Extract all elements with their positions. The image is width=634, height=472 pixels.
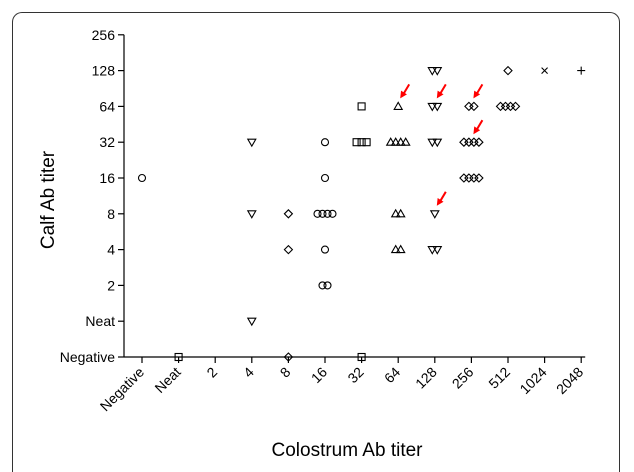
data-point-diamond [503, 65, 513, 76]
y-tick-label: 32 [99, 134, 115, 150]
data-point-diamond [474, 137, 484, 147]
arrow-head [400, 90, 407, 99]
red-arrow [400, 83, 411, 99]
data-point-circle [328, 209, 337, 218]
y-tick-labels: Negative Neat 2 4 8 16 32 64 128 256 [60, 27, 115, 365]
data-point-diamond [459, 137, 469, 147]
data-point-diamond [469, 137, 479, 147]
data-point-diamond [474, 173, 484, 183]
arrow-head [436, 90, 444, 99]
data-point-triangle-down [246, 138, 257, 148]
highlight-arrows [400, 83, 484, 206]
y-tick-label: Negative [60, 349, 115, 365]
data-point-triangle-up [385, 137, 396, 146]
data-point-diamond [510, 101, 521, 112]
red-arrow [473, 83, 484, 99]
y-axis-title: Calf Ab titer [38, 150, 59, 249]
data-point-square [357, 102, 366, 111]
data-point-triangle-up [395, 208, 406, 218]
data-point-circle [323, 209, 332, 218]
data-point-square [357, 352, 366, 362]
data-point-circle [320, 138, 330, 147]
data-point-diamond [283, 209, 294, 219]
data-point-triangle-down [432, 67, 443, 76]
arrow-head [436, 198, 444, 206]
data-point-diamond [495, 101, 506, 112]
x-tick-label: 512 [485, 364, 513, 392]
y-tick-label: 4 [107, 242, 115, 258]
x-tick-label: 64 [381, 364, 403, 386]
x-tick-label: 2 [203, 364, 220, 381]
data-point-triangle-up [395, 137, 406, 146]
data-point-diamond [283, 244, 294, 255]
data-point-triangle-up [393, 101, 404, 110]
figure-frame [12, 12, 620, 472]
data-point-triangle-up [390, 244, 401, 254]
arrow-head [473, 90, 481, 99]
red-arrow [436, 191, 447, 206]
data-point-diamond [283, 352, 294, 362]
data-point-triangle-down [429, 210, 440, 219]
y-tick-label: 8 [107, 206, 115, 222]
data-point-square [352, 138, 361, 147]
data-point-diamond [469, 101, 479, 112]
data-point-triangle-down [246, 210, 257, 219]
x-tick-label: 16 [308, 364, 330, 386]
data-point-diamond [459, 173, 469, 183]
data-point-diamond [464, 101, 474, 112]
axes [118, 34, 586, 363]
x-tick-label: 8 [277, 364, 294, 381]
y-tick-label: 64 [99, 98, 115, 114]
x-tick-label: Negative [97, 364, 148, 415]
data-point-circle [313, 209, 322, 218]
data-point-circle [318, 209, 327, 218]
data-point-diamond [505, 101, 516, 112]
x-tick-label: 128 [412, 364, 440, 392]
data-points [137, 65, 586, 362]
data-point-circle [320, 173, 330, 183]
data-point-x [541, 67, 548, 74]
data-point-circle [323, 281, 332, 290]
data-point-diamond [500, 101, 511, 112]
arrow-head [473, 126, 481, 135]
data-point-plus [577, 66, 586, 75]
x-tick-label: 2048 [553, 364, 586, 397]
data-point-triangle-down [246, 317, 257, 327]
y-tick-label: Neat [85, 313, 115, 329]
y-tick-label: 256 [92, 27, 116, 43]
data-point-triangle-up [390, 208, 401, 218]
data-point-triangle-down [432, 102, 443, 112]
data-point-triangle-up [390, 137, 401, 146]
data-point-square [357, 138, 366, 147]
y-tick-label: 128 [92, 63, 116, 79]
data-point-triangle-down [427, 246, 438, 255]
data-point-diamond [464, 137, 474, 147]
data-point-triangle-up [395, 244, 406, 254]
data-point-diamond [469, 173, 479, 183]
x-tick-label: 4 [240, 364, 257, 381]
data-point-square [174, 352, 183, 362]
data-point-triangle-down [432, 138, 443, 148]
data-point-triangle-down [427, 102, 438, 112]
x-tick-labels: Negative Neat 2 4 8 16 32 64 128 256 512 1024 2048 [97, 364, 587, 415]
data-point-triangle-down [427, 138, 438, 148]
data-point-circle [320, 245, 330, 254]
x-tick-label: Neat [151, 364, 183, 396]
red-arrow [473, 119, 484, 135]
y-tick-label: 2 [107, 277, 115, 293]
data-point-square [362, 138, 371, 147]
x-tick-label: 1024 [516, 364, 549, 397]
x-tick-label: 32 [344, 364, 366, 386]
red-arrow [436, 83, 447, 99]
data-point-circle [318, 281, 327, 290]
data-point-triangle-down [427, 67, 438, 76]
data-point-diamond [464, 173, 474, 183]
x-tick-label: 256 [449, 364, 477, 392]
y-tick-label: 16 [99, 170, 115, 186]
data-point-triangle-up [400, 137, 411, 146]
x-axis-title: Colostrum Ab titer [272, 440, 424, 461]
data-point-circle [137, 173, 147, 183]
data-point-triangle-down [432, 246, 443, 255]
